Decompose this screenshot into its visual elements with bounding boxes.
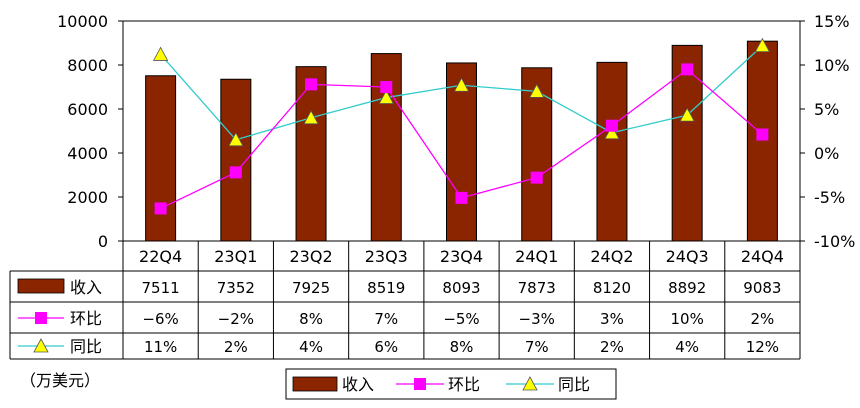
category-label: 24Q1 [515, 247, 558, 266]
qoq-point [756, 128, 769, 141]
legend-key-qoq-marker [414, 378, 426, 390]
bar-revenue [145, 75, 177, 242]
qoq-point [455, 191, 468, 204]
left-tick-label: 6000 [67, 100, 108, 119]
table-cell: −2% [218, 310, 254, 328]
legend-label-revenue: 收入 [342, 375, 374, 394]
yoy-point [679, 107, 695, 122]
right-tick-label: -10% [814, 232, 855, 251]
qoq-point [530, 171, 543, 184]
yoy-point [228, 131, 244, 147]
row-key-yoy-marker [33, 338, 49, 353]
table-cell: −5% [443, 310, 479, 328]
right-tick-label: 0% [814, 144, 839, 163]
table-cell: −3% [519, 310, 555, 328]
plot-area: 0 2000 4000 6000 8000 10000 -10% -5% 0% 5% 10% 15% [57, 12, 855, 251]
table-cell: 8% [299, 310, 323, 328]
bar-revenue [446, 62, 477, 242]
table-cell: 7511 [142, 279, 180, 297]
table-cell: 2% [600, 338, 624, 356]
legend-box [285, 368, 617, 400]
left-tick-label: 8000 [67, 56, 108, 75]
table-cell: 7% [525, 338, 549, 356]
table-cell: 7925 [292, 279, 330, 297]
right-tick-label: 10% [814, 56, 850, 75]
table-cell: 8% [450, 338, 474, 356]
qoq-point [154, 202, 167, 215]
table-cell: 7352 [217, 279, 255, 297]
bar-revenue [295, 66, 327, 242]
yoy-point [754, 37, 771, 53]
unit-note: （万美元） [20, 371, 100, 390]
right-tick-label: 5% [814, 100, 839, 119]
right-tick-label: 15% [814, 12, 850, 31]
category-label: 24Q4 [741, 247, 784, 266]
yoy-point [378, 89, 394, 104]
left-tick-label: 10000 [57, 12, 108, 31]
left-tick-label: 4000 [67, 144, 108, 163]
category-label: 24Q2 [590, 247, 633, 266]
table-cell: 7% [374, 310, 398, 328]
yoy-point [529, 83, 545, 98]
table-cell: 2% [750, 310, 774, 328]
table-cell: 9083 [743, 279, 781, 297]
table-cell: 8120 [593, 279, 631, 297]
qoq-point [681, 63, 694, 76]
table-cell: 11% [144, 338, 177, 356]
table-cell: 7873 [518, 279, 556, 297]
table-cell: 6% [374, 338, 398, 356]
category-label: 22Q4 [139, 247, 182, 266]
legend: 收入 环比 同比 [285, 368, 617, 400]
category-label: 23Q2 [289, 247, 332, 266]
bar-revenue [746, 40, 778, 242]
table-cell: 8519 [367, 279, 405, 297]
qoq-point [605, 119, 618, 132]
category-label: 23Q1 [214, 247, 257, 266]
table-cell: 10% [670, 310, 703, 328]
table-cell: 2% [224, 338, 248, 356]
legend-label-qoq: 环比 [448, 375, 480, 394]
qoq-point [305, 78, 318, 91]
legend-label-yoy: 同比 [558, 375, 590, 394]
yoy-point [604, 124, 620, 140]
table-row-label: 同比 [70, 337, 102, 356]
bar-revenue [596, 61, 628, 242]
table-cell: 3% [600, 310, 624, 328]
data-table: 22Q4 23Q1 23Q2 23Q3 23Q4 24Q1 24Q2 24Q3 24Q4 收入环比… [9, 241, 801, 360]
category-label: 23Q4 [440, 247, 483, 266]
yoy-point [303, 109, 319, 125]
row-key-revenue [17, 278, 65, 294]
table-cell: 12% [746, 338, 779, 356]
left-tick-label: 2000 [67, 188, 108, 207]
qoq-point [380, 81, 393, 93]
table-cell: 4% [675, 338, 699, 356]
table-row-label: 收入 [70, 278, 102, 297]
category-label: 24Q3 [666, 247, 709, 266]
yoy-point [453, 77, 470, 92]
row-key-qoq-marker [35, 312, 47, 324]
table-cell: 8093 [442, 279, 480, 297]
table-row-label: 环比 [70, 309, 102, 328]
yoy-point [152, 46, 169, 61]
table-cell: 4% [299, 338, 323, 356]
table-cell: −6% [142, 310, 178, 328]
legend-key-yoy-marker [522, 376, 538, 391]
right-tick-label: -5% [814, 188, 845, 207]
category-label: 23Q3 [365, 247, 408, 266]
qoq-point [229, 166, 242, 179]
legend-key-revenue [292, 376, 338, 392]
left-tick-label: 0 [98, 232, 108, 251]
table-cell: 8892 [668, 279, 706, 297]
